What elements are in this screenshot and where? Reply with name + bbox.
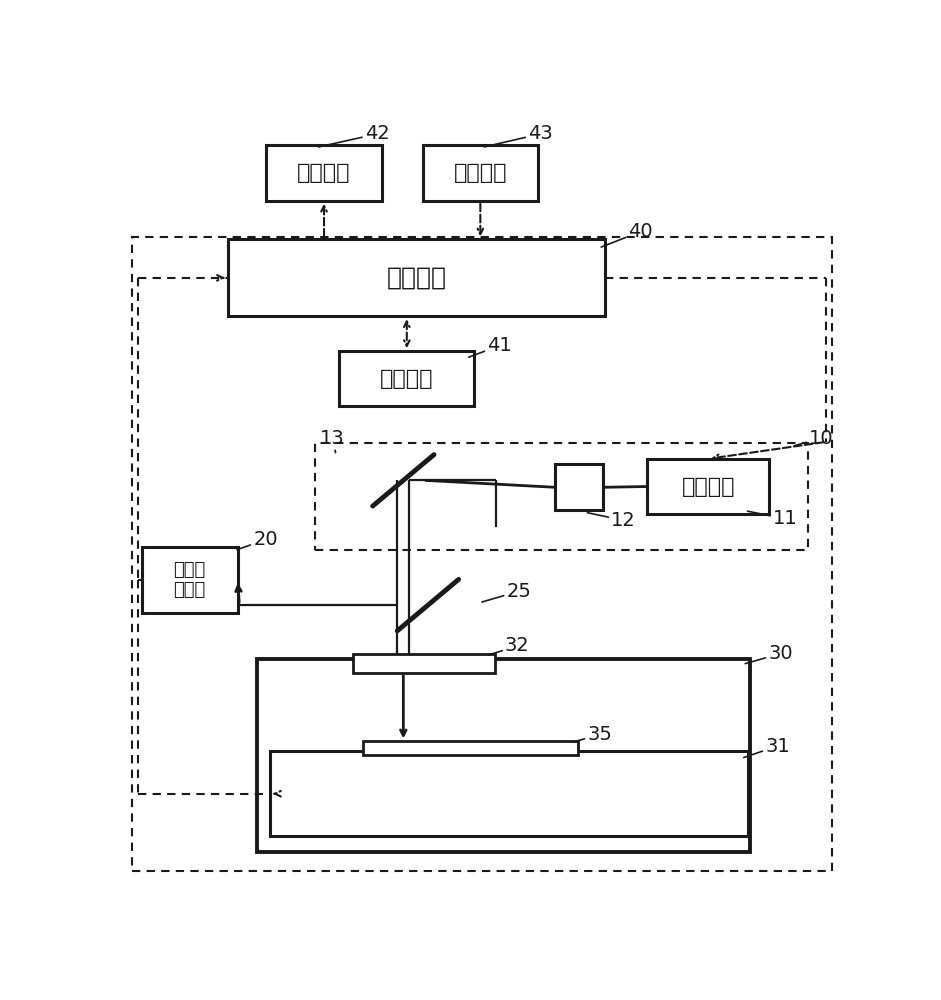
Text: 32: 32 xyxy=(488,636,530,655)
Text: 12: 12 xyxy=(587,511,636,530)
Text: 42: 42 xyxy=(319,124,390,147)
Text: 41: 41 xyxy=(469,336,512,357)
Text: 35: 35 xyxy=(573,725,613,744)
Bar xyxy=(132,237,832,871)
Text: 激光光源: 激光光源 xyxy=(681,477,735,497)
Bar xyxy=(362,741,578,755)
Text: 25: 25 xyxy=(482,582,532,602)
Bar xyxy=(228,239,605,316)
Text: 处理装置: 处理装置 xyxy=(387,266,446,290)
Text: 11: 11 xyxy=(747,509,798,528)
Bar xyxy=(141,547,238,613)
Text: 13: 13 xyxy=(320,429,345,453)
Text: 43: 43 xyxy=(485,124,552,147)
Text: 30: 30 xyxy=(745,644,793,664)
Bar xyxy=(315,443,807,550)
Text: 31: 31 xyxy=(743,737,790,758)
Text: 红外线
检测仪: 红外线 检测仪 xyxy=(173,561,206,599)
Bar xyxy=(270,751,747,836)
Text: 10: 10 xyxy=(794,429,834,448)
Text: 存储装置: 存储装置 xyxy=(380,369,434,389)
Bar xyxy=(647,459,769,514)
Text: 输出装置: 输出装置 xyxy=(297,163,351,183)
Bar xyxy=(423,145,538,201)
Text: 40: 40 xyxy=(601,222,653,247)
Text: 输入装置: 输入装置 xyxy=(454,163,507,183)
Bar xyxy=(266,145,382,201)
Bar xyxy=(353,654,495,673)
Text: 20: 20 xyxy=(237,530,278,550)
Bar xyxy=(257,659,750,852)
Bar xyxy=(340,351,474,406)
Bar xyxy=(555,464,603,510)
